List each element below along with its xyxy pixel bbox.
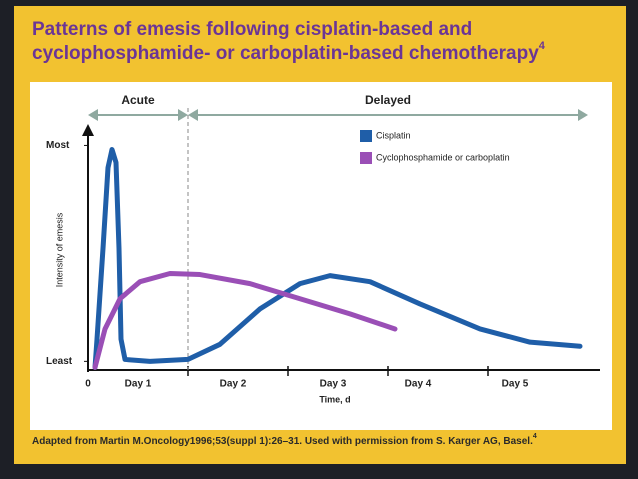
x-tick-label: Day 2 <box>220 379 247 390</box>
x-tick-label: Day 3 <box>320 379 347 390</box>
series-line <box>92 270 398 370</box>
title-line: cyclophosphamide- or carboplatin-based c… <box>32 40 546 64</box>
x-tick-label: 0 <box>85 379 91 390</box>
phase-arrowhead <box>88 109 98 121</box>
x-tick-label: Day 5 <box>502 379 529 390</box>
chart-area <box>30 82 612 430</box>
x-axis-label: Time, d <box>319 394 350 404</box>
legend-label: Cisplatin <box>376 130 411 140</box>
legend-label: Cyclophosphamide or carboplatin <box>376 152 510 162</box>
phase-label: Acute <box>121 93 155 107</box>
legend-swatch <box>360 130 372 142</box>
title-line: Patterns of emesis following cisplatin-b… <box>32 19 472 40</box>
y-axis-label: Intensity of emesis <box>54 212 64 287</box>
footer-superscript: 4 <box>533 433 537 440</box>
legend-swatch <box>360 152 372 164</box>
footer-text: Adapted from Martin M.Oncology1996;53(su… <box>32 436 533 447</box>
title-text: cyclophosphamide- or carboplatin-based c… <box>32 43 539 64</box>
y-tick-label: Most <box>46 140 70 151</box>
x-tick-label: Day 4 <box>405 379 432 390</box>
y-axis-arrow <box>82 124 94 136</box>
x-tick-label: Day 1 <box>125 379 152 390</box>
title-superscript: 4 <box>539 40 546 52</box>
phase-arrowhead <box>578 109 588 121</box>
y-tick-label: Least <box>46 356 73 367</box>
footer: Adapted from Martin M.Oncology1996;53(su… <box>32 433 537 447</box>
series-line <box>92 147 583 370</box>
phase-label: Delayed <box>365 93 411 107</box>
phase-arrowhead <box>178 109 188 121</box>
phase-arrowhead <box>188 109 198 121</box>
